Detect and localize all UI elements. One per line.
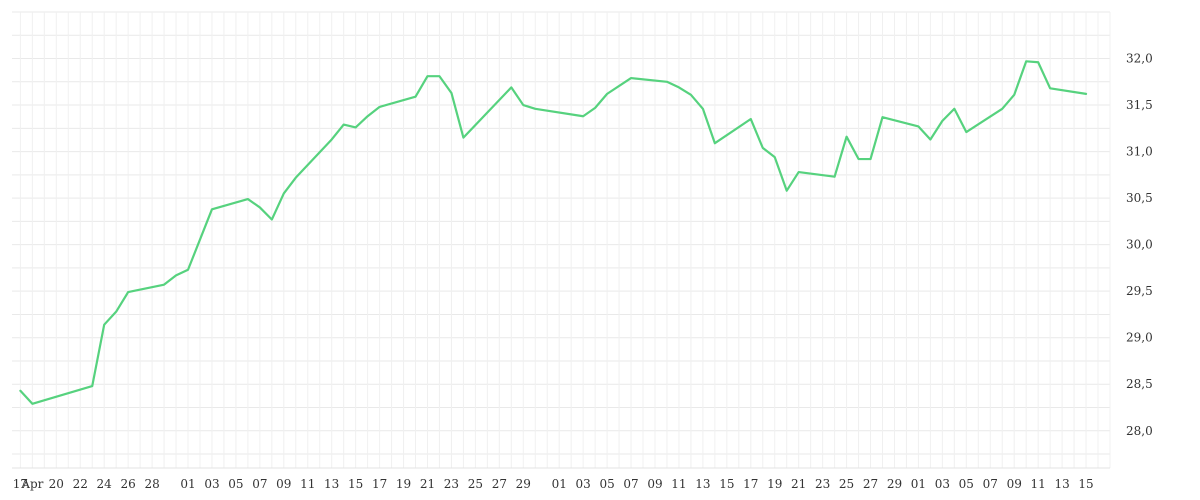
y-tick-label: 28,0 <box>1126 424 1153 438</box>
x-tick-label: 28 <box>144 477 159 491</box>
x-tick-label: 11 <box>1031 477 1046 491</box>
x-tick-label: 03 <box>935 477 950 491</box>
x-tick-label: 13 <box>695 477 710 491</box>
y-tick-label: 28,5 <box>1126 377 1153 391</box>
x-tick-label: 15 <box>348 477 363 491</box>
x-tick-label: 27 <box>492 477 507 491</box>
grid <box>12 11 1111 468</box>
x-tick-label: 22 <box>73 477 88 491</box>
x-tick-label: 24 <box>97 477 113 491</box>
y-tick-label: 32,0 <box>1126 52 1153 66</box>
y-tick-label: 29,0 <box>1126 331 1153 345</box>
x-tick-label: 29 <box>516 477 531 491</box>
y-tick-label: 30,0 <box>1126 238 1153 252</box>
x-tick-label: 05 <box>228 477 243 491</box>
series-layer <box>19 60 1088 405</box>
x-tick-label: 26 <box>121 477 136 491</box>
x-tick-label: 11 <box>300 477 315 491</box>
y-tick-label: 31,5 <box>1126 98 1153 112</box>
x-tick-label: 05 <box>599 477 614 491</box>
y-tick-label: 30,5 <box>1126 191 1153 205</box>
x-tick-label: Apr <box>20 477 43 491</box>
x-tick-label: 17 <box>372 477 387 491</box>
x-tick-label: 07 <box>983 477 998 491</box>
x-tick-label: 21 <box>420 477 435 491</box>
x-tick-label: 03 <box>204 477 219 491</box>
x-tick-label: 25 <box>468 477 483 491</box>
x-tick-label: 23 <box>444 477 459 491</box>
x-tick-label: 15 <box>719 477 734 491</box>
x-tick-label: 05 <box>959 477 974 491</box>
x-tick-label: 29 <box>887 477 902 491</box>
x-tick-label: 13 <box>1054 477 1069 491</box>
x-tick-label: 09 <box>276 477 291 491</box>
x-tick-label: 17 <box>13 477 28 491</box>
y-tick-label: 31,0 <box>1126 145 1153 159</box>
x-tick-label: 21 <box>791 477 806 491</box>
x-tick-label: 03 <box>576 477 591 491</box>
y-axis-ticks: 28,0 28,5 29,0 29,5 30,0 30,5 31,0 31,5 32,0 <box>1126 52 1153 438</box>
x-tick-label: 20 <box>49 477 64 491</box>
x-tick-label: 19 <box>767 477 782 491</box>
x-tick-label: 25 <box>839 477 854 491</box>
x-tick-label: 13 <box>324 477 339 491</box>
x-tick-label: 01 <box>552 477 567 491</box>
x-tick-label: 15 <box>1078 477 1093 491</box>
y-tick-label: 29,5 <box>1126 284 1153 298</box>
x-tick-label: 09 <box>647 477 662 491</box>
x-tick-label: 07 <box>623 477 638 491</box>
series-line <box>19 60 1088 405</box>
x-tick-label: 01 <box>911 477 926 491</box>
x-tick-label: 27 <box>863 477 878 491</box>
x-tick-label: 01 <box>180 477 195 491</box>
x-tick-label: 07 <box>252 477 267 491</box>
x-tick-label: 11 <box>671 477 686 491</box>
x-tick-label: 17 <box>743 477 758 491</box>
x-tick-label: 23 <box>815 477 830 491</box>
x-tick-label: 09 <box>1007 477 1022 491</box>
x-tick-label: 19 <box>396 477 411 491</box>
